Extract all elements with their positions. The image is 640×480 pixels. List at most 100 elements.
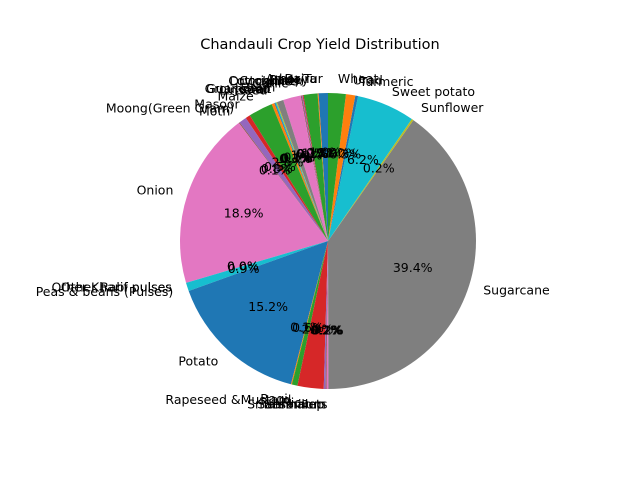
pie-slice-wheat xyxy=(328,93,346,241)
pie-percent-urad: 1.0% xyxy=(326,146,358,161)
pie-label-gram: Gram xyxy=(241,79,276,94)
pie-percent-moth: 0.1% xyxy=(259,162,291,177)
pie-percent-moong-green-gram: 0.8% xyxy=(261,161,293,176)
pie-percent-guar-seed: 0.1% xyxy=(281,150,313,165)
pie-label-maize: Maize xyxy=(218,89,254,104)
pie-slice-moong-green-gram xyxy=(239,117,328,241)
pie-label-moth: Moth xyxy=(199,103,230,118)
pie-percent-bajra: 0.1% xyxy=(306,145,338,160)
pie-label-masoor: Masoor xyxy=(194,97,240,112)
pie-slice-rice xyxy=(297,241,328,389)
pie-label-other-kharif-pulses: Other Kharif pulses xyxy=(52,280,172,295)
pie-slice-jowar xyxy=(274,102,328,241)
pie-slice-ragi xyxy=(290,241,328,385)
pie-label-linseed: Linseed xyxy=(219,82,267,97)
pie-percent-arhar-tur: 1.0% xyxy=(309,145,341,160)
pie-label-other-rabi-pulses: Other Rabi pulses xyxy=(61,280,172,295)
pie-percent-sunflower: 0.2% xyxy=(363,161,395,176)
pie-label-arhar-tur: Arhar/Tur xyxy=(266,71,324,86)
pie-percent-coriander: 0.1% xyxy=(297,146,329,161)
pie-percent-masoor: 0.5% xyxy=(264,159,296,174)
pie-slice-guar-seed xyxy=(275,102,328,241)
pie-percent-peas-beans-pulses: 0.9% xyxy=(228,261,260,276)
pie-slice-onion xyxy=(179,122,328,283)
pie-label-sweet-potato: Sweet potato xyxy=(392,84,475,99)
pie-label-peas-beans-pulses: Peas & beans (Pulses) xyxy=(36,284,174,299)
pie-percent-potato: 15.2% xyxy=(248,299,288,314)
pie-label-garlic: Garlic xyxy=(252,76,288,91)
pie-label-rapeseed-mustard: Rapeseed &Mustard xyxy=(165,392,291,407)
pie-category-labels: Arhar/TurBajraBarleyCorianderCotton(lint… xyxy=(36,71,550,412)
pie-slice-sannhamp xyxy=(323,241,328,389)
pie-percent-linseed: 0.3% xyxy=(279,151,311,166)
pie-slice-masoor xyxy=(245,115,328,241)
pie-percent-other-rabi-pulses: 0.0% xyxy=(227,259,259,274)
pie-percent-cotton-lint: 0.1% xyxy=(297,146,329,161)
pie-percent-sannhamp: 0.2% xyxy=(310,322,342,337)
pie-label-moong-green-gram: Moong(Green Gram) xyxy=(106,101,234,116)
pie-label-coriander: Coriander xyxy=(239,73,301,88)
pie-label-barley: Barley xyxy=(269,72,310,87)
pie-label-wheat: Wheat xyxy=(338,71,379,86)
pie-slice-potato xyxy=(188,241,328,385)
pie-label-guar-seed: Guar seed xyxy=(206,81,270,96)
pie-percent-wheat: 1.9% xyxy=(318,145,350,160)
pie-percent-gram: 0.7% xyxy=(283,149,315,164)
pie-label-rice: Rice xyxy=(282,395,309,410)
pie-percent-garlic: 1.9% xyxy=(290,147,322,162)
pie-label-groundnut: Groundnut xyxy=(205,81,272,96)
pie-label-ragi: Ragi xyxy=(260,391,287,406)
pie-percent-sesamum: 0.1% xyxy=(311,322,343,337)
pie-label-bajra: Bajra xyxy=(285,71,318,86)
pie-slice-cotton-lint xyxy=(301,95,328,241)
pie-label-dry-chillies: Dry chillies xyxy=(229,73,298,88)
pie-label-sunflower: Sunflower xyxy=(421,100,484,115)
pie-slice-gram xyxy=(276,99,328,242)
pie-slice-urad xyxy=(328,94,356,242)
pie-slice-peas-beans-pulses xyxy=(186,241,328,291)
chart-title: Chandauli Crop Yield Distribution xyxy=(200,37,440,53)
pie-label-urad: Urad xyxy=(353,73,383,88)
pie-slice-sesamum xyxy=(325,241,328,389)
pie-slice-linseed xyxy=(271,103,328,242)
pie-slice-arhar-tur xyxy=(318,93,328,241)
pie-percent-dry-chillies: 0.1% xyxy=(296,146,328,161)
pie-slice-sunflower xyxy=(328,119,414,241)
pie-percent-labels: 1.0%0.1%1.5%0.1%0.1%0.1%1.9%0.7%0.1%0.1%… xyxy=(224,145,433,338)
pie-slice-garlic xyxy=(283,95,328,242)
pie-slice-barley xyxy=(303,93,328,242)
pie-percent-groundnut: 0.1% xyxy=(281,150,313,165)
pie-slice-groundnut xyxy=(276,102,328,241)
pie-percent-barley: 1.5% xyxy=(302,145,334,160)
pie-slice-coriander xyxy=(302,95,328,242)
pie-slice-rapeseed-mustard xyxy=(291,241,328,386)
pie-label-small-millets: Small millets xyxy=(247,396,327,411)
pie-slices xyxy=(179,93,477,389)
pie-percent-rapeseed-mustard: 0.6% xyxy=(292,320,324,335)
pie-slice-bajra xyxy=(317,93,328,241)
pie-label-potato: Potato xyxy=(178,354,218,369)
pie-label-sannhamp: Sannhamp xyxy=(257,396,324,411)
pie-slice-sweet-potato xyxy=(328,96,412,241)
pie-slice-turmeric xyxy=(328,95,359,242)
pie-percent-rice: 2.8% xyxy=(302,322,334,337)
pie-slice-moth xyxy=(238,122,328,241)
pie-percent-small-millets: 0.2% xyxy=(312,322,344,337)
pie-label-onion: Onion xyxy=(137,182,174,197)
pie-slice-maize xyxy=(249,104,328,241)
pie-label-turmeric: Turmeric xyxy=(359,74,414,89)
pie-percent-jowar: 0.1% xyxy=(280,151,312,166)
pie-slice-sugarcane xyxy=(328,120,477,389)
pie-percent-turmeric: 0.3% xyxy=(329,146,361,161)
pie-percent-ragi: 0.1% xyxy=(290,320,322,335)
pie-percent-sweet-potato: 6.2% xyxy=(347,152,379,167)
pie-label-jowar: Jowar xyxy=(234,82,270,97)
pie-label-sugarcane: Sugarcane xyxy=(483,283,550,298)
pie-slice-dry-chillies xyxy=(300,95,328,241)
pie-percent-sugarcane: 39.4% xyxy=(393,260,433,275)
pie-percent-other-kharif-pulses: 0.0% xyxy=(227,259,259,274)
pie-percent-onion: 18.9% xyxy=(224,206,264,221)
pie-label-cotton-lint: Cotton(lint) xyxy=(228,73,299,88)
pie-percent-maize: 2.6% xyxy=(272,154,304,169)
